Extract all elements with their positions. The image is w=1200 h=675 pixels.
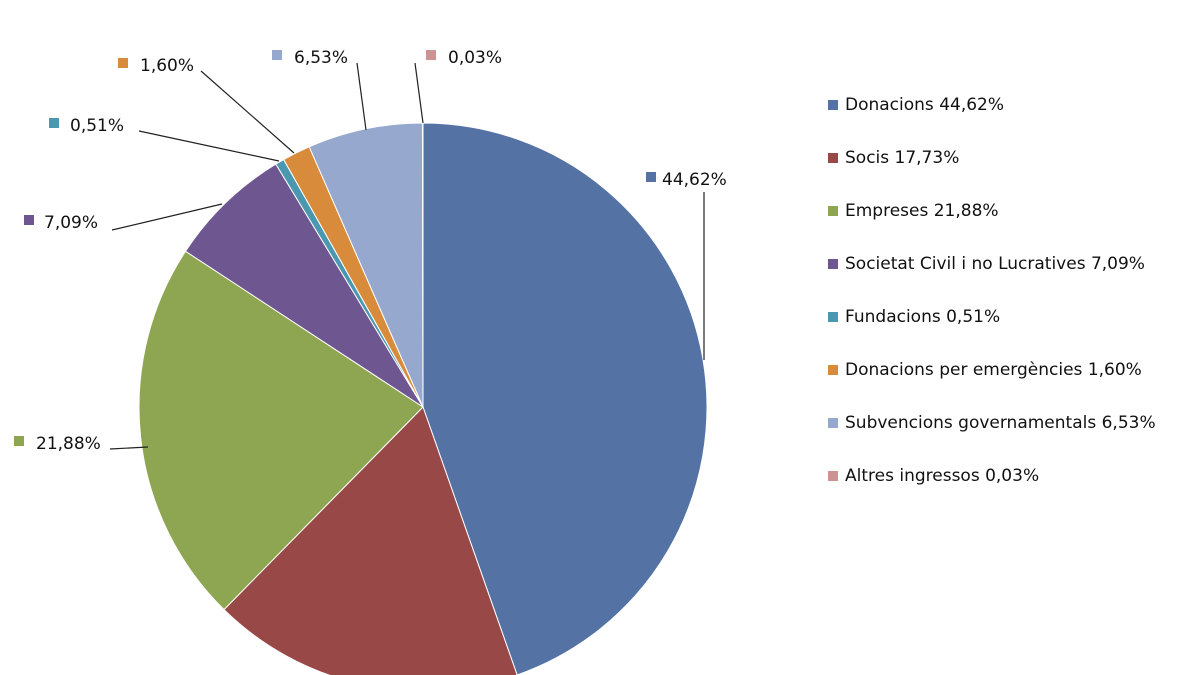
- legend-label: Donacions per emergències 1,60%: [845, 359, 1142, 380]
- leader-line: [414, 62, 424, 124]
- pie-slices: [138, 122, 708, 675]
- pie-slice: [223, 406, 518, 675]
- data-label-swatch: [14, 436, 24, 446]
- data-label: 44,62%: [662, 170, 727, 190]
- data-label-swatch: [646, 172, 656, 182]
- leader-line: [200, 70, 295, 154]
- data-label: 6,53%: [294, 48, 348, 68]
- leader-line: [111, 203, 223, 231]
- legend-swatch: [828, 205, 838, 216]
- legend-item: Societat Civil i no Lucratives 7,09%: [828, 237, 1200, 290]
- leader-line: [138, 130, 280, 162]
- leader-line: [109, 446, 149, 450]
- legend-swatch: [828, 364, 838, 375]
- data-label-swatch: [49, 118, 59, 128]
- leader-line: [356, 62, 367, 131]
- data-label-swatch: [272, 50, 282, 60]
- data-labels: 44,62% 21,88% 7,09% 0,51% 1,60% 6,53% 0,03%: [14, 48, 727, 454]
- legend-swatch: [828, 311, 838, 322]
- legend-label: Socis 17,73%: [845, 147, 960, 168]
- legend-swatch: [828, 99, 838, 110]
- data-label: 7,09%: [44, 213, 98, 233]
- legend-label: Subvencions governamentals 6,53%: [845, 412, 1156, 433]
- legend-label: Fundacions 0,51%: [845, 306, 1001, 327]
- leader-lines: [109, 62, 705, 450]
- legend-item: Empreses 21,88%: [828, 184, 1200, 237]
- legend-label: Societat Civil i no Lucratives 7,09%: [845, 253, 1145, 274]
- data-label-swatch: [118, 58, 128, 68]
- legend-label: Altres ingressos 0,03%: [845, 465, 1040, 486]
- legend-item: Fundacions 0,51%: [828, 290, 1200, 343]
- chart-legend: Donacions 44,62% Socis 17,73% Empreses 21,…: [828, 78, 1200, 502]
- pie-slice: [184, 163, 424, 408]
- legend-swatch: [828, 417, 838, 428]
- data-label: 1,60%: [140, 56, 194, 76]
- legend-swatch: [828, 152, 838, 163]
- pie-slice: [421, 122, 424, 408]
- data-label-swatch: [24, 215, 34, 225]
- pie-slice: [422, 122, 708, 675]
- legend-item: Donacions per emergències 1,60%: [828, 343, 1200, 396]
- data-label-swatch: [426, 50, 436, 60]
- legend-label: Empreses 21,88%: [845, 200, 999, 221]
- legend-label: Donacions 44,62%: [845, 94, 1005, 115]
- pie-slice: [138, 250, 424, 611]
- legend-item: Altres ingressos 0,03%: [828, 449, 1200, 502]
- legend-swatch: [828, 470, 838, 481]
- data-label: 0,03%: [448, 48, 502, 68]
- legend-swatch: [828, 258, 838, 269]
- legend-item: Donacions 44,62%: [828, 78, 1200, 131]
- legend-item: Subvencions governamentals 6,53%: [828, 396, 1200, 449]
- data-label: 21,88%: [36, 434, 101, 454]
- pie-slice: [308, 122, 424, 408]
- data-label: 0,51%: [70, 116, 124, 136]
- legend-item: Socis 17,73%: [828, 131, 1200, 184]
